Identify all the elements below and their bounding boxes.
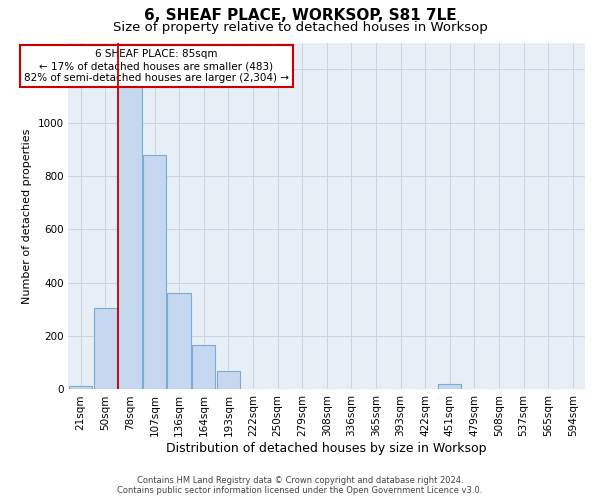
Bar xyxy=(438,384,461,390)
Text: Contains HM Land Registry data © Crown copyright and database right 2024.
Contai: Contains HM Land Registry data © Crown c… xyxy=(118,476,482,495)
Bar xyxy=(167,294,191,390)
X-axis label: Distribution of detached houses by size in Worksop: Distribution of detached houses by size … xyxy=(166,442,487,455)
Bar xyxy=(143,154,166,390)
Bar xyxy=(118,82,142,390)
Text: 6 SHEAF PLACE: 85sqm
← 17% of detached houses are smaller (483)
82% of semi-deta: 6 SHEAF PLACE: 85sqm ← 17% of detached h… xyxy=(24,50,289,82)
Bar xyxy=(217,371,240,390)
Bar xyxy=(192,346,215,390)
Bar xyxy=(69,386,92,390)
Text: Size of property relative to detached houses in Worksop: Size of property relative to detached ho… xyxy=(113,21,487,34)
Y-axis label: Number of detached properties: Number of detached properties xyxy=(22,128,32,304)
Text: 6, SHEAF PLACE, WORKSOP, S81 7LE: 6, SHEAF PLACE, WORKSOP, S81 7LE xyxy=(143,8,457,22)
Bar xyxy=(94,308,117,390)
